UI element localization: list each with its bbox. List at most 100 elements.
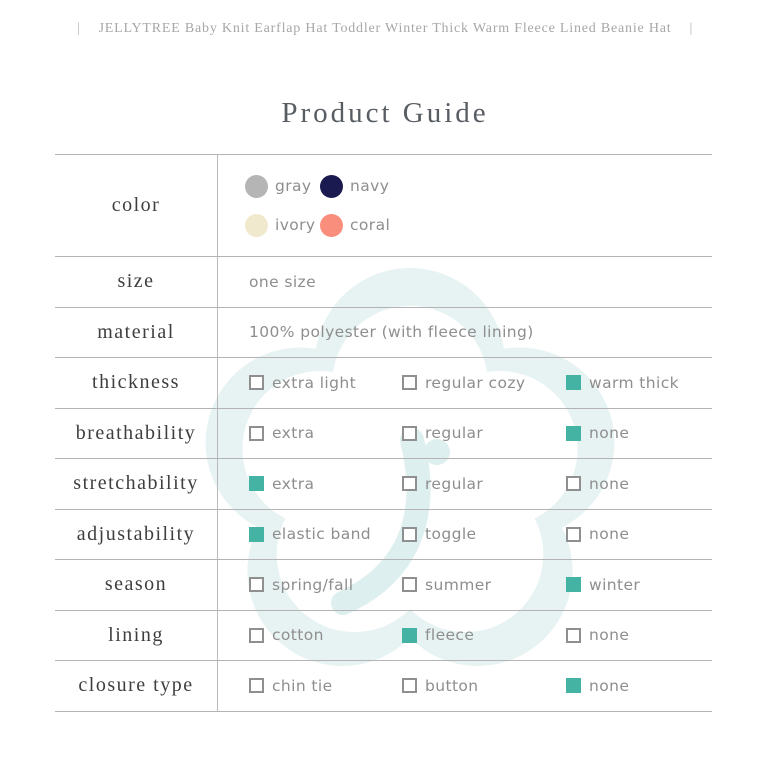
option-checkbox — [402, 425, 417, 441]
option-label: warm thick — [589, 373, 680, 392]
option-checkbox — [566, 678, 581, 694]
option-item: none — [566, 677, 712, 695]
row-label: breathability — [55, 408, 218, 458]
option-label: fleece — [425, 626, 475, 645]
color-swatch-navy — [320, 174, 343, 198]
option-label: elastic band — [272, 525, 372, 544]
row-label: thickness — [55, 358, 218, 408]
option-checkbox — [566, 476, 581, 492]
color-swatch-coral — [320, 213, 343, 237]
table-row-size: size one size — [55, 257, 712, 308]
color-options: gray navy ivory coral — [218, 155, 712, 256]
row-options: elastic band toggle none — [218, 510, 712, 560]
page-title: Product Guide — [281, 97, 489, 129]
table-row-lining: lining cotton fleece none — [55, 610, 712, 661]
option-checkbox — [402, 678, 417, 694]
option-checkbox — [402, 577, 417, 593]
row-label: closure type — [55, 661, 218, 711]
row-label: size — [55, 257, 218, 307]
color-option-coral: coral — [320, 213, 391, 237]
option-label: regular — [425, 474, 484, 493]
row-options: chin tie button none — [218, 661, 712, 711]
color-option-gray: gray — [245, 174, 320, 198]
option-item: fleece — [402, 626, 566, 644]
option-checkbox — [249, 678, 264, 694]
option-label: none — [589, 525, 630, 544]
option-item: regular cozy — [402, 374, 566, 392]
table-row-breathability: breathability extra regular none — [55, 408, 712, 459]
row-options: extra regular none — [218, 459, 712, 509]
row-options: extra regular none — [218, 409, 712, 459]
option-label: regular — [425, 424, 484, 443]
option-label: summer — [425, 575, 492, 594]
row-options: extra light regular cozy warm thick — [218, 358, 712, 408]
row-value: one size — [218, 257, 712, 307]
table-row-material: material 100% polyester (with fleece lin… — [55, 307, 712, 358]
color-swatch-label: ivory — [275, 216, 316, 234]
table-row-color: color gray navy ivory — [55, 155, 712, 257]
option-checkbox — [566, 627, 581, 643]
option-checkbox — [402, 526, 417, 542]
option-checkbox — [566, 577, 581, 593]
material-value: 100% polyester (with fleece lining) — [249, 323, 534, 342]
option-item: button — [402, 677, 566, 695]
option-item: summer — [402, 576, 566, 594]
row-label: color — [55, 155, 218, 256]
option-item: none — [566, 424, 712, 442]
option-label: none — [589, 626, 630, 645]
row-label: adjustability — [55, 509, 218, 559]
option-item: regular — [402, 475, 566, 493]
option-label: winter — [589, 575, 641, 594]
option-checkbox — [566, 375, 581, 391]
option-label: button — [425, 676, 479, 695]
listing-title-text: JELLYTREE Baby Knit Earflap Hat Toddler … — [98, 21, 672, 36]
option-item: cotton — [249, 626, 402, 644]
row-label: stretchability — [55, 459, 218, 509]
row-options: cotton fleece none — [218, 611, 712, 661]
table-row-stretchability: stretchability extra regular none — [55, 459, 712, 510]
color-option-navy: navy — [320, 174, 389, 198]
option-label: extra — [272, 474, 315, 493]
option-item: none — [566, 626, 712, 644]
option-checkbox — [249, 375, 264, 391]
color-swatch-gray — [245, 174, 268, 198]
option-item: spring/fall — [249, 576, 402, 594]
table-row-season: season spring/fall summer winter — [55, 560, 712, 611]
option-item: chin tie — [249, 677, 402, 695]
option-label: none — [589, 424, 630, 443]
option-item: winter — [566, 576, 712, 594]
watermark-flower — [205, 268, 615, 666]
option-item: toggle — [402, 525, 566, 543]
option-checkbox — [249, 476, 264, 492]
option-label: cotton — [272, 626, 324, 645]
size-value: one size — [249, 272, 317, 291]
option-label: regular cozy — [425, 373, 526, 392]
option-checkbox — [249, 627, 264, 643]
row-label: season — [55, 560, 218, 610]
color-swatch-label: gray — [275, 177, 312, 195]
option-checkbox — [249, 577, 264, 593]
table-row-thickness: thickness extra light regular cozy warm … — [55, 358, 712, 409]
option-checkbox — [402, 627, 417, 643]
option-item: elastic band — [249, 525, 402, 543]
swatch-line: gray navy — [245, 174, 712, 198]
option-label: none — [589, 676, 630, 695]
option-label: chin tie — [272, 676, 333, 695]
option-label: extra light — [272, 373, 357, 392]
color-swatch-ivory — [245, 213, 268, 237]
swatch-line: ivory coral — [245, 213, 712, 237]
option-item: warm thick — [566, 374, 712, 392]
product-guide-table: color gray navy ivory — [55, 154, 712, 712]
option-label: spring/fall — [272, 575, 354, 594]
row-options: spring/fall summer winter — [218, 560, 712, 610]
listing-title: | JELLYTREE Baby Knit Earflap Hat Toddle… — [0, 21, 770, 37]
option-checkbox — [249, 425, 264, 441]
option-item: extra light — [249, 374, 402, 392]
row-label: lining — [55, 610, 218, 660]
option-item: none — [566, 475, 712, 493]
option-item: extra — [249, 475, 402, 493]
color-swatch-label: coral — [350, 216, 391, 234]
separator-bar: | — [76, 21, 81, 36]
